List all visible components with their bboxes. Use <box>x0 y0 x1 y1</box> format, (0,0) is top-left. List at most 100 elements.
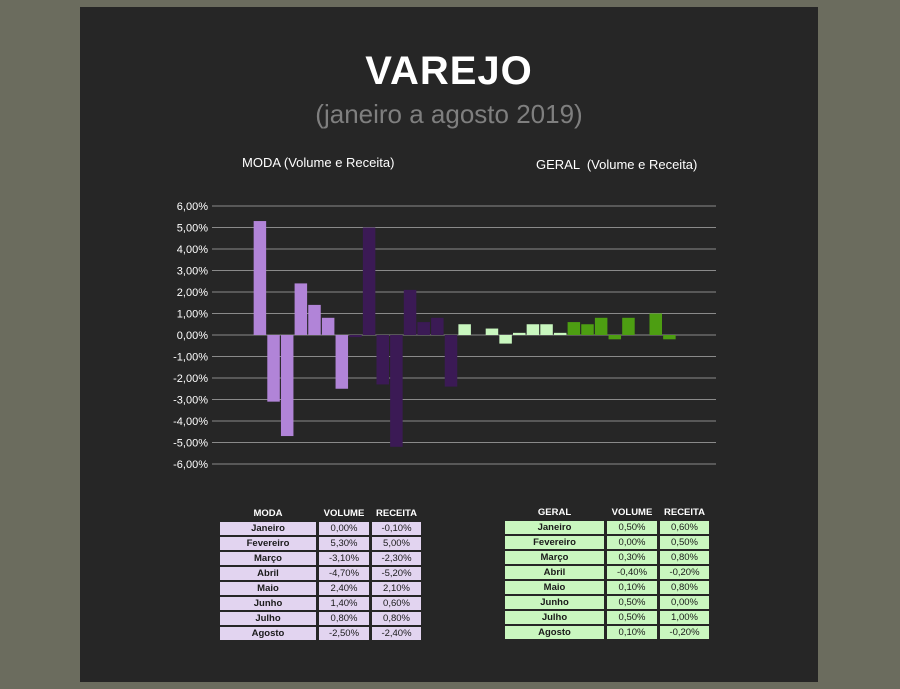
bar-moda-volume-2 <box>253 221 267 335</box>
volume-cell: -3,10% <box>319 552 369 565</box>
receita-cell: 0,50% <box>660 536 709 549</box>
bar-moda-volume-6 <box>308 304 321 335</box>
bar-moda-volume-8 <box>335 335 349 389</box>
bar-geral-receita-8 <box>663 335 676 340</box>
volume-cell: 0,00% <box>319 522 369 535</box>
table-row: Janeiro 0,00% -0,10% <box>220 522 421 535</box>
volume-cell: -0,40% <box>607 566 657 579</box>
y-tick-label: -1,00% <box>173 352 208 364</box>
month-cell: Maio <box>505 581 604 594</box>
receita-cell: -0,10% <box>372 522 421 535</box>
month-cell: Julho <box>220 612 316 625</box>
month-cell: Maio <box>220 582 316 595</box>
bar-moda-volume-7 <box>321 317 335 335</box>
volume-cell: 0,80% <box>319 612 369 625</box>
moda-chart-label: MODA (Volume e Receita) <box>242 155 395 170</box>
month-cell: Abril <box>220 567 316 580</box>
table-row: Julho 0,50% 1,00% <box>505 611 709 624</box>
geral-header-0: GERAL <box>537 507 572 518</box>
volume-cell: 0,00% <box>607 536 657 549</box>
bar-moda-receita-1 <box>349 335 362 338</box>
bar-moda-receita-7 <box>431 317 444 335</box>
receita-cell: 0,60% <box>372 597 421 610</box>
volume-cell: 0,10% <box>607 626 657 639</box>
bar-moda-receita-8 <box>444 335 458 387</box>
month-cell: Março <box>220 552 316 565</box>
table-row: Junho 0,50% 0,00% <box>505 596 709 609</box>
volume-cell: 1,40% <box>319 597 369 610</box>
y-tick-label: -4,00% <box>173 416 208 428</box>
volume-cell: 0,50% <box>607 611 657 624</box>
receita-cell: 0,80% <box>660 581 709 594</box>
bar-geral-receita-5 <box>622 317 635 335</box>
table-row: Maio 0,10% 0,80% <box>505 581 709 594</box>
month-cell: Fevereiro <box>505 536 604 549</box>
receita-cell: 1,00% <box>660 611 709 624</box>
geral-table-header: GERAL VOLUME RECEITA <box>505 506 709 519</box>
bar-geral-volume-5 <box>513 332 526 335</box>
dashboard-panel: VAREJO (janeiro a agosto 2019) MODA (Vol… <box>80 7 818 682</box>
month-cell: Abril <box>505 566 604 579</box>
receita-cell: 0,80% <box>372 612 421 625</box>
geral-header-1: VOLUME <box>611 507 653 518</box>
bar-geral-receita-2 <box>581 324 594 335</box>
bar-moda-receita-4 <box>390 335 403 447</box>
receita-cell: 0,80% <box>660 551 709 564</box>
month-cell: Janeiro <box>220 522 316 535</box>
bar-geral-volume-8 <box>553 332 567 335</box>
table-row: Março -3,10% -2,30% <box>220 552 421 565</box>
y-tick-label: -5,00% <box>173 438 208 450</box>
volume-cell: 0,30% <box>607 551 657 564</box>
table-row: Fevereiro 0,00% 0,50% <box>505 536 709 549</box>
receita-cell: -0,20% <box>660 626 709 639</box>
receita-cell: -0,20% <box>660 566 709 579</box>
bar-geral-receita-7 <box>649 313 662 335</box>
volume-cell: 0,50% <box>607 596 657 609</box>
bar-geral-volume-4 <box>499 335 512 344</box>
bar-moda-receita-5 <box>403 289 417 335</box>
bar-geral-receita-4 <box>608 335 622 340</box>
moda-header-2: RECEITA <box>376 508 417 519</box>
receita-cell: 0,00% <box>660 596 709 609</box>
month-cell: Janeiro <box>505 521 604 534</box>
table-row: Agosto 0,10% -0,20% <box>505 626 709 639</box>
moda-header-1: VOLUME <box>323 508 365 519</box>
table-row: Janeiro 0,50% 0,60% <box>505 521 709 534</box>
volume-cell: 2,40% <box>319 582 369 595</box>
volume-cell: 5,30% <box>319 537 369 550</box>
month-cell: Fevereiro <box>220 537 316 550</box>
bar-geral-volume-1 <box>458 324 471 335</box>
y-tick-label: 0,00% <box>177 330 208 342</box>
geral-header-2: RECEITA <box>664 507 705 518</box>
table-row: Fevereiro 5,30% 5,00% <box>220 537 421 550</box>
receita-cell: -2,40% <box>372 627 421 640</box>
bar-geral-receita-1 <box>567 322 581 335</box>
receita-cell: -5,20% <box>372 567 421 580</box>
bar-chart: 6,00% 5,00% 4,00% 3,00% 2,00% 1,00% 0,00% -1,00… <box>173 201 716 471</box>
geral-table: GERAL VOLUME RECEITA Janeiro 0,50% 0,60% Feve… <box>502 504 712 641</box>
bar-moda-receita-3 <box>376 335 389 385</box>
geral-chart-label: GERAL (Volume e Receita) <box>536 157 698 172</box>
volume-cell: -2,50% <box>319 627 369 640</box>
y-tick-label: -2,00% <box>173 373 208 385</box>
y-tick-label: 3,00% <box>177 266 208 278</box>
month-cell: Junho <box>220 597 316 610</box>
volume-cell: 0,10% <box>607 581 657 594</box>
table-row: Agosto -2,50% -2,40% <box>220 627 421 640</box>
month-cell: Agosto <box>505 626 604 639</box>
receita-cell: 2,10% <box>372 582 421 595</box>
y-tick-label: 6,00% <box>177 201 208 213</box>
receita-cell: -2,30% <box>372 552 421 565</box>
bar-geral-volume-3 <box>485 328 499 335</box>
bar-moda-volume-3 <box>267 335 280 402</box>
volume-cell: 0,50% <box>607 521 657 534</box>
bar-geral-volume-7 <box>540 324 553 335</box>
table-row: Abril -4,70% -5,20% <box>220 567 421 580</box>
bar-moda-receita-6 <box>417 322 430 335</box>
geral-table-body: Janeiro 0,50% 0,60% Fevereiro 0,00% 0,50% Març… <box>505 521 709 639</box>
receita-cell: 5,00% <box>372 537 421 550</box>
y-tick-label: -6,00% <box>173 459 208 471</box>
y-tick-label: 1,00% <box>177 309 208 321</box>
month-cell: Junho <box>505 596 604 609</box>
table-row: Abril -0,40% -0,20% <box>505 566 709 579</box>
